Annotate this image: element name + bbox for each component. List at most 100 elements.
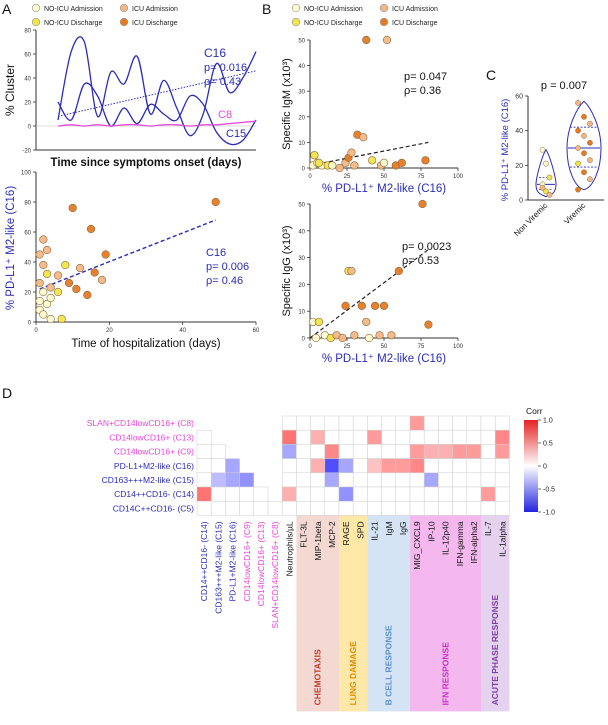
heatmap-cell	[367, 486, 382, 502]
heatmap-cell	[196, 444, 212, 459]
y-tick-label: 0	[302, 167, 306, 173]
heatmap-cell	[494, 486, 510, 502]
colorbar-tick-label: 0	[543, 464, 547, 471]
y-tick-label: -20	[22, 149, 31, 155]
heatmap-cell	[253, 500, 269, 516]
heatmap-cell	[338, 458, 354, 474]
column-label: IFN-alpha2	[469, 521, 479, 563]
data-point	[35, 250, 44, 259]
legend-label: ICU Admission	[392, 6, 438, 13]
data-point	[347, 266, 356, 276]
data-point	[350, 161, 359, 170]
x-tick-label: 75	[418, 344, 425, 350]
heatmap-cell	[338, 472, 354, 488]
legend-b: NO-ICU Admission ICU Admission NO-ICU Disc…	[291, 3, 438, 27]
data-point	[539, 185, 546, 191]
x-tick-label: 100	[453, 174, 464, 180]
annotation-rho: ρ= 0.53	[402, 255, 439, 267]
panel-a-bottom-chart: 100 80 60 40 20 00 20 40 60 C16 p= 0.006 ρ= 0.46 % P…	[5, 171, 260, 351]
heatmap-cell	[438, 415, 453, 431]
legend-marker	[379, 17, 389, 27]
data-point	[575, 145, 581, 151]
heatmap-cell	[423, 486, 439, 502]
legend-label: ICU Admission	[132, 6, 178, 13]
heatmap-cell	[381, 458, 397, 474]
heatmap-cell	[367, 458, 382, 474]
row-label: CD163+++M2-like (C15)	[102, 475, 195, 485]
heatmap-cell	[338, 415, 354, 431]
data-point	[64, 278, 74, 288]
y-tick-label: 10	[298, 141, 305, 147]
heatmap-cell	[281, 415, 297, 431]
heatmap-cell	[452, 429, 468, 445]
heatmap-cell	[225, 458, 240, 474]
trend-line	[309, 249, 429, 339]
data-point	[335, 163, 344, 173]
data-point	[394, 266, 403, 276]
heatmap-cell	[324, 472, 340, 488]
heatmap-cell	[438, 458, 453, 474]
y-tick-label: 40	[515, 128, 523, 135]
data-point	[368, 156, 377, 165]
heatmap-cell	[281, 500, 297, 516]
data-point	[421, 156, 430, 165]
x-tick-label: 0	[34, 328, 38, 334]
y-tick-label: 20	[515, 163, 523, 170]
data-point	[581, 169, 587, 176]
y-tick-label: 60	[515, 94, 523, 101]
y-tick-label: 40	[298, 64, 305, 70]
heatmap-cell	[452, 500, 468, 516]
column-label: IFN-gamma	[455, 521, 465, 566]
series-line-c16	[57, 36, 257, 137]
column-label: IL-7	[483, 521, 493, 536]
heatmap-cell	[395, 429, 411, 445]
heatmap-cell	[196, 458, 212, 474]
x-tick-label: 25	[344, 344, 351, 350]
heatmap-cell	[409, 500, 425, 516]
x-axis-label: % PD-L1⁺ M2-like (C16)	[322, 183, 446, 195]
legend-marker	[31, 3, 41, 13]
category-label: LUNG DAMAGE	[348, 641, 358, 706]
y-tick-label: 20	[24, 101, 31, 107]
y-tick-label: 20	[298, 283, 305, 289]
data-point	[42, 245, 52, 255]
heatmap-cell	[196, 472, 212, 488]
x-tick-label: 0	[308, 344, 312, 350]
heatmap-cell	[352, 472, 368, 488]
heatmap-cell	[438, 472, 453, 488]
heatmap-cell	[352, 500, 368, 516]
x-tick-label: 0	[308, 174, 312, 180]
column-label: PD-L1+M2-like (C16)	[228, 521, 238, 601]
heatmap-cell	[452, 415, 468, 431]
heatmap-cell	[296, 429, 311, 445]
heatmap-cell	[452, 486, 468, 502]
column-label: CD163+++M2-like (C15)	[213, 521, 223, 614]
heatmap-cell	[494, 429, 510, 445]
data-point	[61, 260, 70, 270]
data-point	[46, 314, 55, 324]
heatmap-cell	[296, 458, 311, 474]
series-line-c8	[57, 120, 257, 127]
heatmap-cell	[395, 500, 411, 516]
heatmap-cell	[409, 486, 425, 502]
heatmap-cell	[409, 458, 425, 474]
row-label: SLAN+CD14lowCD16+ (C8)	[87, 418, 194, 428]
heatmap-cell	[466, 415, 482, 431]
panel-a-top-chart: 80 60 40 20 0 -20 C16 p= 0.016 ρ= 0.43 C8 C15 % Clu…	[3, 29, 257, 169]
violin-outline	[566, 100, 602, 191]
heatmap-cell	[494, 444, 510, 459]
panel-label-d: D	[2, 385, 12, 401]
heatmap-cell	[395, 472, 411, 488]
heatmap-cell	[381, 472, 397, 488]
heatmap-cell	[438, 444, 453, 459]
heatmap-cell	[324, 429, 340, 445]
column-label: IgG	[398, 521, 408, 535]
data-point	[587, 120, 593, 127]
heatmap-cell	[438, 500, 453, 516]
heatmap-cell	[310, 500, 326, 516]
heatmap-cell	[494, 500, 510, 516]
heatmap-cell	[310, 458, 326, 474]
heatmap-cell	[480, 500, 496, 516]
